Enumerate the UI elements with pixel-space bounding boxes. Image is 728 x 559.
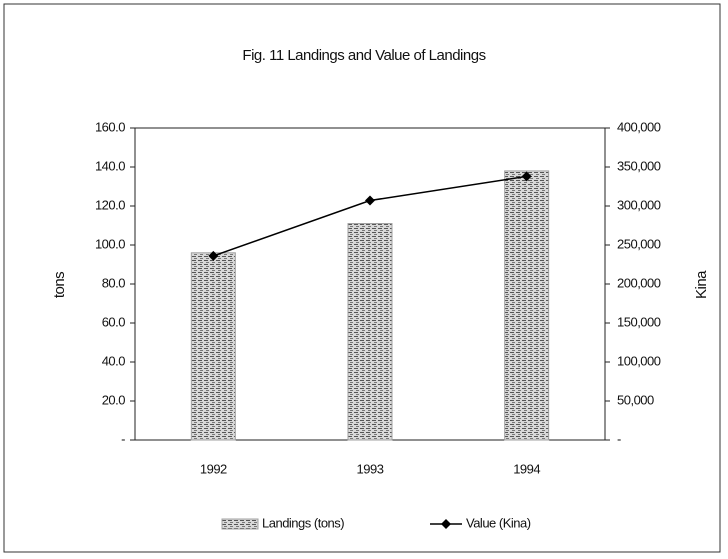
legend-label: Value (Kina) bbox=[466, 515, 531, 530]
y-tick-label: 20.0 bbox=[102, 392, 126, 407]
y-tick-label: 120.0 bbox=[95, 197, 125, 212]
legend-label: Landings (tons) bbox=[262, 515, 344, 530]
y2-tick-label: 50,000 bbox=[617, 392, 654, 407]
y-tick-label: 40.0 bbox=[102, 353, 126, 368]
y-tick-label: 80.0 bbox=[102, 275, 126, 290]
bar bbox=[190, 252, 236, 441]
value-marker bbox=[365, 195, 375, 206]
chart-title: Fig. 11 Landings and Value of Landings bbox=[242, 47, 485, 64]
y2-tick-label: 100,000 bbox=[617, 353, 661, 368]
y-tick-label: 140.0 bbox=[95, 158, 125, 173]
x-tick-label: 1992 bbox=[200, 461, 227, 476]
bar bbox=[504, 170, 550, 441]
y-tick-label: - bbox=[121, 431, 125, 446]
x-tick-label: 1993 bbox=[357, 461, 384, 476]
value-marker bbox=[208, 250, 219, 261]
y2-axis-label: Kina bbox=[693, 270, 710, 299]
y-axis-label: tons bbox=[51, 272, 68, 298]
y-tick-label: 160.0 bbox=[95, 119, 125, 134]
y2-tick-label: - bbox=[617, 431, 621, 446]
frame bbox=[3, 3, 721, 553]
y2-tick-label: 250,000 bbox=[617, 236, 661, 251]
bar bbox=[347, 223, 393, 441]
y2-tick-label: 400,000 bbox=[617, 119, 661, 134]
y2-tick-label: 150,000 bbox=[617, 314, 661, 329]
x-tick-label: 1994 bbox=[513, 461, 540, 476]
y2-tick-label: 300,000 bbox=[617, 197, 661, 212]
legend-marker bbox=[441, 519, 451, 529]
y-tick-label: 100.0 bbox=[95, 236, 125, 251]
y-tick-label: 60.0 bbox=[102, 314, 126, 329]
y2-tick-label: 200,000 bbox=[617, 275, 661, 290]
legend-swatch bbox=[221, 518, 259, 530]
value-marker bbox=[521, 171, 532, 182]
y2-tick-label: 350,000 bbox=[617, 158, 661, 173]
